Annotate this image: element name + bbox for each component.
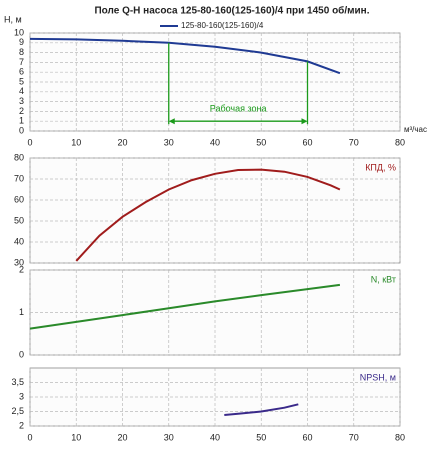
data-line — [75, 168, 341, 262]
y-tick-label: 1 — [19, 307, 24, 317]
legend-label: N, кВт — [371, 274, 396, 284]
x-tick-label: 20 — [117, 432, 127, 442]
x-tick-label: 70 — [349, 432, 359, 442]
y-tick-label: 40 — [14, 236, 24, 246]
x-tick-label: 60 — [302, 432, 312, 442]
data-line — [29, 283, 341, 330]
y-tick-label: 2 — [19, 420, 24, 430]
y-tick-label: 1 — [19, 116, 24, 126]
y-tick-label: 80 — [14, 152, 24, 162]
x-tick-label: 30 — [164, 137, 174, 147]
x-tick-label: 40 — [210, 137, 220, 147]
y-tick-label: 4 — [19, 86, 24, 96]
legend-label: 125-80-160(125-160)/4 — [181, 21, 264, 30]
x-tick-label: 0 — [27, 137, 32, 147]
arrow-head — [301, 118, 308, 125]
y-tick-label: 0 — [19, 349, 24, 359]
y-tick-label: 3 — [19, 391, 24, 401]
x-tick-label: 50 — [256, 432, 266, 442]
y-tick-label: 0 — [19, 125, 24, 135]
y-tick-label: 30 — [14, 257, 24, 267]
y-tick-label: 9 — [19, 37, 24, 47]
y-tick-label: 5 — [19, 76, 24, 86]
y-tick-label: 3,5 — [11, 377, 24, 387]
x-tick-label: 10 — [71, 137, 81, 147]
y-tick-label: 6 — [19, 67, 24, 77]
y-tick-label: 60 — [14, 194, 24, 204]
x-tick-label: 40 — [210, 432, 220, 442]
y-tick-label: 70 — [14, 173, 24, 183]
y-tick-label: 2 — [19, 264, 24, 274]
x-tick-label: 10 — [71, 432, 81, 442]
data-line — [224, 403, 299, 416]
x-tick-label: 80 — [395, 137, 405, 147]
annotation: Рабочая зона — [210, 104, 267, 114]
x-tick-label: 60 — [302, 137, 312, 147]
y-tick-label: 10 — [14, 27, 24, 37]
x-tick-label: 80 — [395, 432, 405, 442]
y-tick-label: 3 — [19, 96, 24, 106]
x-tick-label: 30 — [164, 432, 174, 442]
data-line — [29, 37, 341, 75]
x-axis-label: м³/час — [404, 125, 427, 134]
y-tick-label: 2,5 — [11, 406, 24, 416]
chart-title: Поле Q-H насоса 125-80-160(125-160)/4 пр… — [94, 5, 369, 17]
y-tick-label: 8 — [19, 47, 24, 57]
x-tick-label: 70 — [349, 137, 359, 147]
legend-label: NPSH, м — [360, 372, 396, 382]
y-axis-label: Н, м — [4, 14, 22, 24]
arrow-head — [168, 118, 175, 125]
y-tick-label: 50 — [14, 215, 24, 225]
x-tick-label: 20 — [117, 137, 127, 147]
legend-label: КПД, % — [365, 162, 396, 172]
y-tick-label: 2 — [19, 106, 24, 116]
x-tick-label: 50 — [256, 137, 266, 147]
x-tick-label: 0 — [27, 432, 32, 442]
y-tick-label: 7 — [19, 57, 24, 67]
